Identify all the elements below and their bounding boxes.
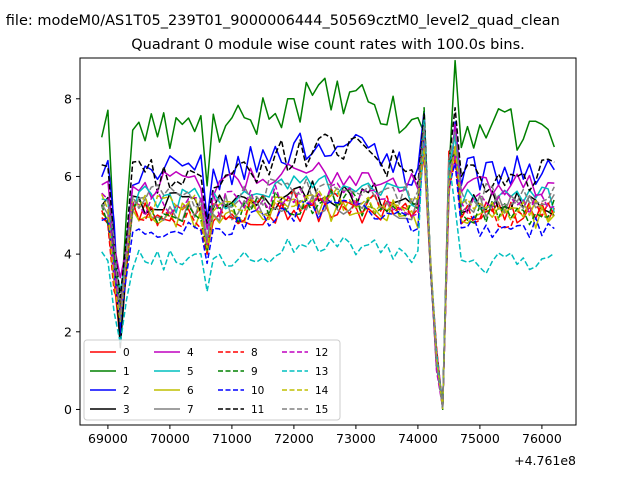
series-lines <box>100 59 556 411</box>
series-line-15 <box>101 125 555 410</box>
legend-label: 6 <box>187 385 194 397</box>
legend-frame <box>83 339 341 421</box>
series-line-6 <box>101 122 555 408</box>
chart-title: Quadrant 0 module wise count rates with … <box>131 37 525 53</box>
y-tick-label: 0 <box>64 402 72 417</box>
series-line-14 <box>101 147 555 410</box>
legend-label: 10 <box>251 385 264 397</box>
x-tick-label: 73000 <box>336 431 376 446</box>
figure-suptitle: n file: modeM0/AS1T05_239T01_9000006444_… <box>0 13 560 29</box>
legend-label: 1 <box>123 366 130 378</box>
x-tick-label: 75000 <box>460 431 500 446</box>
y-tick-label: 6 <box>64 169 72 184</box>
series-line-10 <box>101 135 555 409</box>
legend-label: 0 <box>123 347 130 359</box>
legend-label: 13 <box>315 366 328 378</box>
y-tick-label: 8 <box>64 91 72 106</box>
x-tick-label: 74000 <box>398 431 438 446</box>
legend-label: 12 <box>315 347 328 359</box>
legend-label: 9 <box>251 366 258 378</box>
x-tick-label: 71000 <box>212 431 252 446</box>
legend-label: 14 <box>315 385 329 397</box>
series-line-13 <box>101 119 555 409</box>
legend-label: 4 <box>187 347 194 359</box>
x-tick-label: 70000 <box>150 431 190 446</box>
x-tick-label: 76000 <box>522 431 562 446</box>
x-tick-label: 69000 <box>88 431 128 446</box>
legend-label: 8 <box>251 347 258 359</box>
x-offset-label: +4.761e8 <box>514 453 576 468</box>
legend-label: 15 <box>315 404 328 416</box>
y-tick-label: 2 <box>64 324 72 339</box>
legend-label: 5 <box>187 366 194 378</box>
legend-label: 11 <box>251 404 264 416</box>
series-line-2 <box>100 110 555 407</box>
y-tick-label: 4 <box>64 247 72 262</box>
legend-label: 7 <box>187 404 194 416</box>
series-line-1 <box>100 59 556 411</box>
series-line-4 <box>101 116 555 407</box>
x-tick-label: 72000 <box>274 431 314 446</box>
legend-label: 3 <box>123 404 130 416</box>
series-line-11 <box>101 107 555 409</box>
series-line-9 <box>100 106 556 408</box>
legend-label: 2 <box>123 385 130 397</box>
plot-frame <box>79 57 577 426</box>
x-axis-ticks: 69000 70000 71000 72000 73000 74000 75000 76000 <box>88 425 562 446</box>
y-axis-ticks: 0 2 4 6 8 <box>64 91 80 417</box>
